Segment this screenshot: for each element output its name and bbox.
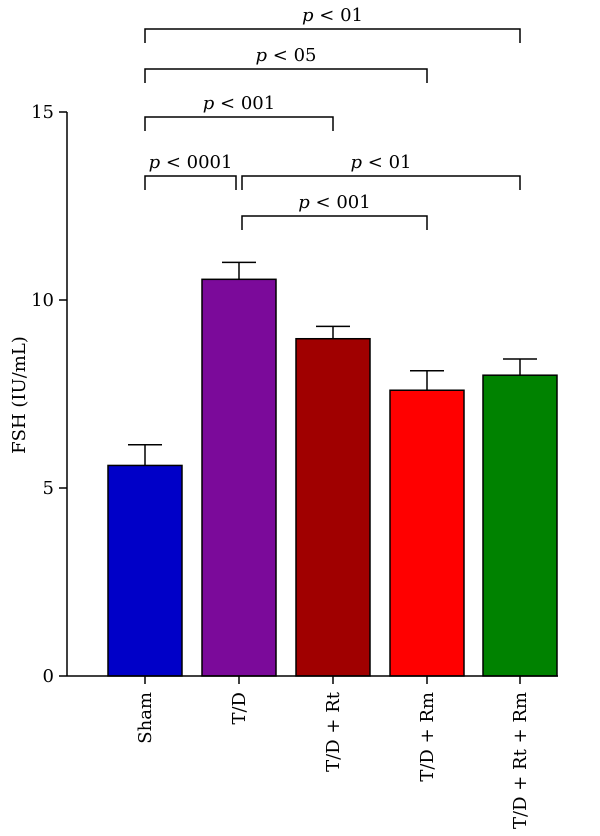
y-tick-label-2: 10 <box>31 290 54 311</box>
x-tick-label-0: Sham <box>135 692 156 744</box>
p-symbol: p <box>298 192 310 213</box>
significance-label-4: p < 01 <box>351 152 412 173</box>
p-symbol: p <box>302 5 314 26</box>
y-axis: 0 5 10 15 <box>31 102 68 687</box>
bar-1 <box>201 278 277 677</box>
p-symbol: p <box>256 45 268 66</box>
y-tick-label-0: 0 <box>43 666 54 687</box>
x-tick-label-3: T/D + Rm <box>417 692 438 782</box>
significance-bracket-4 <box>241 175 521 190</box>
p-threshold: < 05 <box>267 45 316 66</box>
bar-4 <box>482 374 558 677</box>
y-tick-label-1: 5 <box>43 478 54 499</box>
p-symbol: p <box>351 152 363 173</box>
x-tick-label-4: T/D + Rt + Rm <box>510 692 531 829</box>
y-tick-label-3: 15 <box>31 102 54 123</box>
p-symbol: p <box>149 152 161 173</box>
significance-bracket-1 <box>144 68 428 83</box>
significance-label-2: p < 001 <box>203 93 275 114</box>
p-threshold: < 0001 <box>160 152 232 173</box>
bar-3 <box>389 389 465 677</box>
significance-bracket-0 <box>144 28 521 43</box>
bar-0 <box>107 464 183 677</box>
p-threshold: < 01 <box>362 152 411 173</box>
x-tick-label-2: T/D + Rt <box>323 691 344 772</box>
significance-label-5: p < 001 <box>298 192 370 213</box>
x-axis-labels: Sham T/D T/D + Rt T/D + Rm T/D + Rt + Rm <box>67 675 558 829</box>
significance-bracket-5 <box>241 215 428 230</box>
significance-label-0: p < 01 <box>302 5 363 26</box>
y-axis-label: FSH (IU/mL) <box>9 336 30 454</box>
significance-bracket-3 <box>144 175 237 190</box>
p-threshold: < 001 <box>214 93 275 114</box>
p-symbol: p <box>203 93 215 114</box>
p-threshold: < 001 <box>310 192 371 213</box>
error-bars <box>128 261 537 466</box>
bars <box>107 278 558 677</box>
p-threshold: < 01 <box>314 5 363 26</box>
significance-label-3: p < 0001 <box>149 152 233 173</box>
significance-bracket-2 <box>144 116 334 131</box>
significance-label-1: p < 05 <box>256 45 317 66</box>
bar-2 <box>295 337 371 677</box>
x-tick-label-1: T/D <box>229 692 250 725</box>
